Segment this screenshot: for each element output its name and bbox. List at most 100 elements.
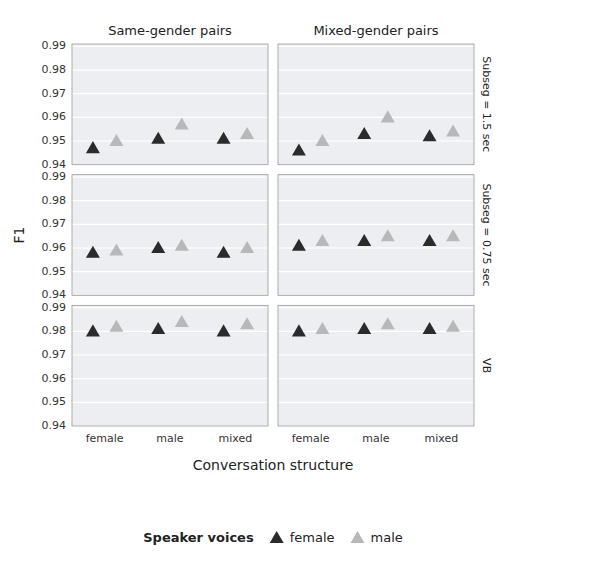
point	[217, 132, 231, 144]
row-label: Subseg = 1.5 sec	[480, 56, 493, 152]
y-tick-label: 0.96	[42, 241, 67, 254]
point	[357, 322, 371, 334]
x-tick-label: male	[156, 432, 184, 445]
point	[217, 324, 231, 336]
grid-line	[72, 354, 268, 355]
panel: 0.940.950.960.970.980.99Same-gender pair…	[42, 23, 269, 171]
point	[240, 317, 254, 329]
legend-label: male	[371, 530, 403, 545]
plot-frame	[72, 175, 268, 296]
plot-frame	[278, 175, 474, 296]
y-tick-label: 0.94	[42, 158, 67, 171]
grid-line	[278, 69, 474, 70]
grid-line	[72, 140, 268, 141]
y-axis-label: F1	[11, 227, 27, 244]
plot-background	[72, 305, 268, 426]
row-label: VB	[480, 358, 493, 373]
legend-title: Speaker voices	[143, 530, 254, 545]
y-tick-label: 0.99	[42, 39, 67, 52]
grid-line	[72, 331, 268, 332]
point	[240, 241, 254, 253]
point	[175, 239, 189, 251]
y-tick-label: 0.97	[42, 87, 67, 100]
y-tick-label: 0.95	[42, 265, 67, 278]
marks	[292, 317, 460, 336]
y-tick-label: 0.95	[42, 134, 67, 147]
chart: 0.94 0.95 0.96 0.97 0.98 0.99 Same-gender pair…	[0, 0, 594, 578]
grid-line	[278, 200, 474, 201]
point	[315, 322, 329, 334]
point	[109, 134, 123, 146]
grid-line	[72, 117, 268, 118]
panel: 0.94 0.95 0.96 0.97 0.98 0.99	[42, 170, 269, 301]
plot-background	[72, 44, 268, 165]
y-tick-label: 0.99	[42, 170, 67, 183]
panel: femalemalemixedVB	[278, 305, 493, 445]
marks	[86, 239, 254, 258]
grid-line	[278, 378, 474, 379]
row-label: Subseg = 0.75 sec	[480, 183, 493, 286]
point	[240, 127, 254, 139]
grid-line	[72, 402, 268, 403]
grid-line	[278, 224, 474, 225]
y-tick-label: 0.97	[42, 348, 67, 361]
point	[175, 315, 189, 327]
plot-frame	[278, 44, 474, 165]
y-tick-label: 0.94	[42, 419, 67, 432]
point	[315, 234, 329, 246]
plot-frame	[72, 305, 268, 426]
grid-line	[72, 93, 268, 94]
x-tick-label: male	[362, 432, 390, 445]
point	[315, 134, 329, 146]
point	[446, 125, 460, 137]
marks	[292, 229, 460, 251]
point	[381, 317, 395, 329]
grid-line	[278, 331, 474, 332]
x-axis-label: Conversation structure	[193, 457, 354, 473]
point	[151, 132, 165, 144]
x-tick-label: female	[86, 432, 124, 445]
panel: Mixed-gender pairs Subseg = 1.5 sec	[278, 23, 493, 165]
marks	[292, 110, 460, 155]
grid-line	[278, 307, 474, 308]
marks	[86, 315, 254, 337]
point	[292, 239, 306, 251]
point	[423, 234, 437, 246]
panel: Subseg = 0.75 sec	[278, 175, 493, 296]
grid-line	[278, 93, 474, 94]
grid-line	[72, 307, 268, 308]
point	[86, 141, 100, 153]
grid-line	[278, 46, 474, 47]
grid-line	[278, 176, 474, 177]
y-tick-label: 0.94	[42, 288, 67, 301]
point	[109, 243, 123, 255]
point	[217, 246, 231, 258]
y-tick-label: 0.96	[42, 372, 67, 385]
grid-line	[72, 271, 268, 272]
grid-line	[72, 247, 268, 248]
legend-marker	[351, 531, 365, 543]
grid-line	[72, 200, 268, 201]
y-tick-label: 0.97	[42, 217, 67, 230]
column-title: Same-gender pairs	[108, 23, 232, 38]
point	[175, 117, 189, 129]
point	[357, 127, 371, 139]
grid-line	[72, 176, 268, 177]
legend-marker	[270, 531, 284, 543]
x-tick-label: mixed	[218, 432, 252, 445]
point	[381, 110, 395, 122]
y-tick-label: 0.99	[42, 301, 67, 314]
point	[292, 324, 306, 336]
grid-line	[72, 224, 268, 225]
plot-background	[278, 44, 474, 165]
grid-line	[72, 378, 268, 379]
marks	[86, 117, 254, 153]
legend-label: female	[290, 530, 335, 545]
grid-line	[278, 271, 474, 272]
grid-line	[278, 354, 474, 355]
y-tick-label: 0.96	[42, 110, 67, 123]
y-tick-label: 0.98	[42, 194, 67, 207]
point	[109, 320, 123, 332]
grid-line	[278, 140, 474, 141]
column-title: Mixed-gender pairs	[313, 23, 438, 38]
